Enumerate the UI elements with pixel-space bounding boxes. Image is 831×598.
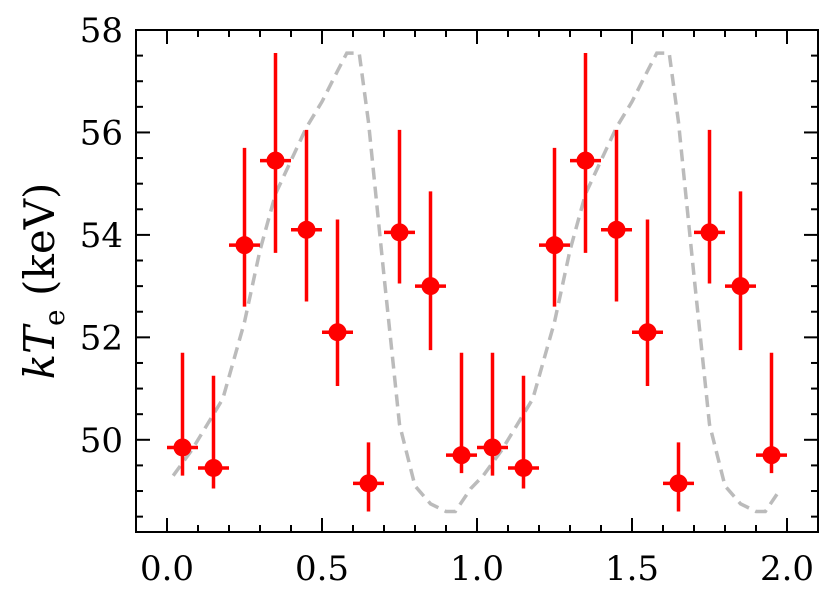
point-marker bbox=[328, 323, 347, 342]
data-point bbox=[663, 442, 694, 512]
point-marker bbox=[452, 446, 471, 465]
model-curve-layer bbox=[171, 51, 783, 514]
point-marker bbox=[669, 474, 688, 493]
point-marker bbox=[359, 474, 378, 493]
point-marker bbox=[235, 236, 254, 255]
data-point bbox=[322, 219, 353, 387]
point-marker bbox=[762, 446, 781, 465]
data-point bbox=[260, 53, 291, 253]
point-marker bbox=[297, 220, 316, 239]
y-axis-label-var: kT bbox=[15, 323, 64, 379]
y-tick-label: 58 bbox=[80, 11, 123, 51]
data-point bbox=[539, 147, 570, 307]
x-tick-labels: 0.0 0.5 1.0 1.5 2.0 bbox=[140, 549, 814, 589]
data-points-layer bbox=[167, 53, 787, 512]
point-marker bbox=[514, 458, 533, 477]
data-point bbox=[694, 129, 725, 284]
y-tick-labels: 50 52 54 56 58 bbox=[80, 11, 123, 461]
data-point bbox=[384, 129, 415, 284]
y-axis-label: kTe (keV) bbox=[15, 183, 71, 380]
data-point bbox=[415, 191, 446, 351]
point-marker bbox=[173, 438, 192, 457]
data-point bbox=[477, 352, 508, 476]
point-marker bbox=[700, 223, 719, 242]
data-point bbox=[508, 375, 539, 489]
x-tick-label: 0.0 bbox=[140, 549, 194, 589]
data-point bbox=[725, 191, 756, 351]
point-marker bbox=[731, 277, 750, 296]
point-marker bbox=[545, 236, 564, 255]
point-marker bbox=[204, 458, 223, 477]
point-marker bbox=[483, 438, 502, 457]
y-tick-label: 54 bbox=[80, 216, 123, 256]
point-marker bbox=[390, 223, 409, 242]
point-marker bbox=[421, 277, 440, 296]
y-tick-label: 50 bbox=[80, 421, 123, 461]
x-tick-label: 1.5 bbox=[605, 549, 659, 589]
data-point bbox=[167, 352, 198, 476]
point-marker bbox=[266, 151, 285, 170]
point-marker bbox=[607, 220, 626, 239]
data-point bbox=[198, 375, 229, 489]
data-point bbox=[570, 53, 601, 253]
data-point bbox=[291, 129, 322, 302]
data-point bbox=[229, 147, 260, 307]
point-marker bbox=[576, 151, 595, 170]
x-tick-label: 1.0 bbox=[450, 549, 504, 589]
y-tick-label: 56 bbox=[80, 113, 123, 153]
data-point bbox=[446, 352, 477, 474]
data-point bbox=[601, 129, 632, 302]
model-curve bbox=[171, 51, 783, 514]
point-marker bbox=[638, 323, 657, 342]
ticks-layer bbox=[136, 29, 818, 532]
x-tick-label: 2.0 bbox=[760, 549, 814, 589]
data-point bbox=[632, 219, 663, 387]
y-axis-label-unit: (keV) bbox=[15, 183, 64, 310]
data-point bbox=[353, 442, 384, 512]
y-tick-label: 52 bbox=[80, 318, 123, 358]
data-point bbox=[756, 352, 787, 474]
x-tick-label: 0.5 bbox=[295, 549, 349, 589]
y-axis-label-sub: e bbox=[38, 309, 71, 326]
